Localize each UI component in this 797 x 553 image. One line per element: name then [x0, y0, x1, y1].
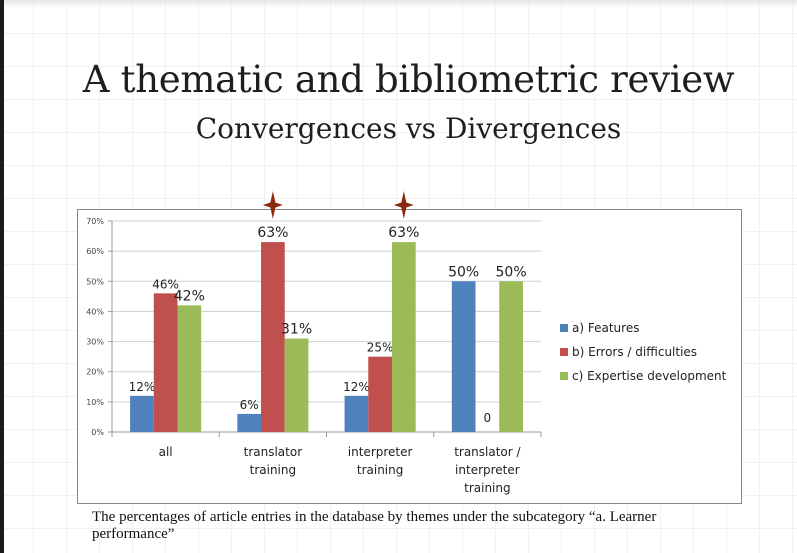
data-label: 63% — [257, 225, 288, 241]
bar — [451, 281, 476, 432]
y-tick-label: 0% — [91, 428, 104, 437]
data-label: 0 — [484, 411, 492, 425]
x-category-label: training — [357, 463, 404, 477]
slide-subtitle: Convergences vs Divergences — [195, 112, 622, 145]
x-category-label: all — [159, 445, 173, 459]
legend-swatch — [560, 324, 568, 332]
y-tick-label: 20% — [86, 368, 104, 377]
data-label: 12% — [129, 380, 156, 394]
data-label: 50% — [448, 264, 479, 280]
data-label: 46% — [152, 277, 179, 291]
star-icon — [393, 191, 414, 219]
legend-swatch — [560, 348, 568, 356]
bar — [177, 305, 202, 432]
bar — [499, 281, 523, 432]
data-label: 50% — [496, 264, 527, 280]
x-category-label: interpreter — [348, 445, 413, 459]
bar — [261, 242, 285, 432]
bar — [391, 242, 416, 432]
data-label: 12% — [343, 380, 370, 394]
y-tick-label: 70% — [86, 217, 104, 226]
left-border — [0, 0, 4, 553]
bar — [130, 395, 154, 432]
figure-caption: The percentages of article entries in th… — [92, 509, 657, 542]
legend-swatch — [560, 372, 568, 380]
x-category-label: translator — [244, 445, 303, 459]
legend-label: a) Features — [572, 321, 639, 335]
top-shade — [4, 0, 797, 8]
star-icon — [262, 191, 283, 219]
x-category-label: translator / — [454, 445, 521, 459]
y-tick-label: 60% — [86, 247, 104, 256]
bar — [368, 356, 392, 432]
x-category-label: interpreter — [455, 463, 520, 477]
bar — [344, 395, 369, 432]
data-label: 42% — [174, 288, 205, 304]
data-label: 6% — [240, 398, 259, 412]
bar — [284, 338, 309, 432]
y-tick-label: 30% — [86, 338, 104, 347]
legend-label: b) Errors / difficulties — [572, 345, 697, 359]
y-tick-label: 50% — [86, 277, 104, 286]
data-label: 63% — [388, 225, 419, 241]
bar — [153, 293, 178, 432]
data-label: 25% — [367, 341, 394, 355]
data-label: 31% — [281, 322, 312, 338]
x-category-label: training — [250, 463, 297, 477]
slide-title: A thematic and bibliometric review — [82, 58, 735, 101]
y-tick-label: 40% — [86, 307, 104, 316]
legend-label: c) Expertise development — [572, 369, 727, 383]
bar — [237, 413, 262, 432]
x-category-label: training — [464, 481, 511, 495]
y-tick-label: 10% — [86, 398, 104, 407]
